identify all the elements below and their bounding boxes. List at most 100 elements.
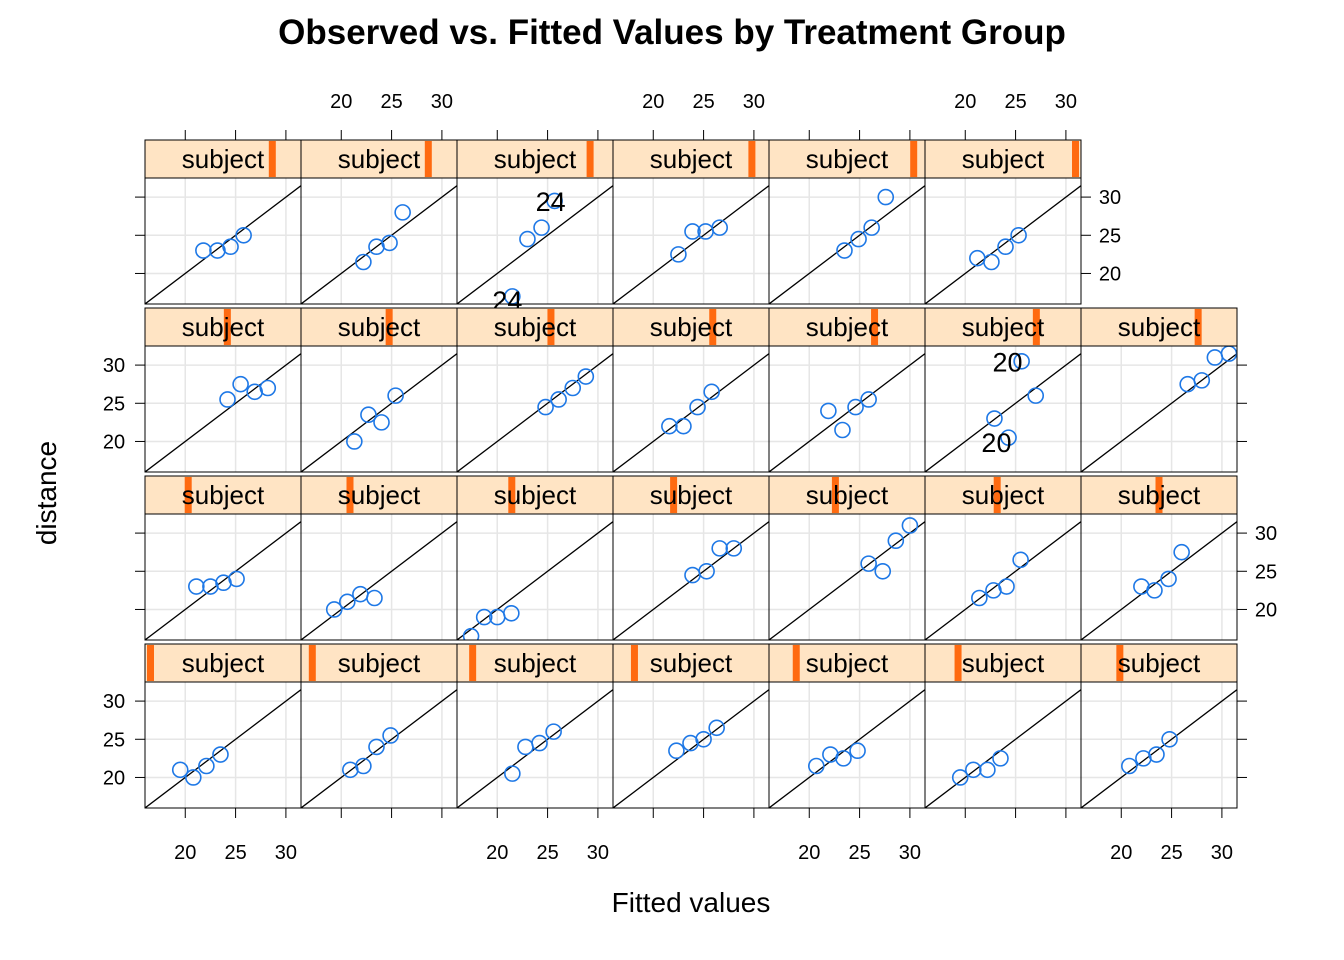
data-point <box>1179 375 1196 393</box>
panel-frame <box>1080 513 1238 641</box>
reference-line <box>457 185 613 304</box>
panel: subject <box>924 139 1082 305</box>
reference-line <box>925 353 1081 472</box>
strip-level-marker <box>792 645 800 681</box>
panel: subject <box>768 643 926 809</box>
data-point <box>997 238 1014 256</box>
strip-label: subject <box>650 648 733 678</box>
reference-line <box>769 521 925 640</box>
data-point <box>877 188 895 206</box>
strip-level-marker <box>910 141 918 177</box>
x-tick-label: 25 <box>1004 91 1026 113</box>
data-point <box>387 387 404 404</box>
strip-background <box>300 475 458 515</box>
x-tick-label: 30 <box>899 842 921 864</box>
point-label: 20 <box>981 428 1011 458</box>
data-point <box>546 192 563 210</box>
strip-background <box>1080 307 1238 347</box>
data-point <box>668 742 685 760</box>
strip-level-marker <box>871 309 879 345</box>
strip-level-marker <box>709 309 717 345</box>
data-point <box>725 540 743 557</box>
x-tick-label: 20 <box>1110 842 1132 864</box>
panel-content <box>613 514 769 640</box>
x-tick-label: 20 <box>798 842 820 864</box>
data-point <box>661 417 678 435</box>
panel-content <box>925 514 1081 640</box>
strip-background <box>144 307 302 347</box>
strip-label: subject <box>650 480 733 510</box>
strip-label: subject <box>806 648 889 678</box>
panel: subject <box>924 475 1082 641</box>
data-point <box>198 757 215 775</box>
x-tick-label: 30 <box>431 91 453 113</box>
data-point <box>992 750 1009 767</box>
reference-line <box>769 353 925 472</box>
data-point <box>836 242 853 259</box>
x-tick-label: 30 <box>1055 91 1077 113</box>
panel: subject <box>768 307 926 473</box>
data-point <box>366 589 383 607</box>
strip-level-marker <box>1032 309 1040 345</box>
point-label: 24 <box>536 187 566 217</box>
data-point <box>188 578 205 595</box>
strip-level-marker <box>346 477 354 513</box>
data-point <box>698 562 715 580</box>
data-point <box>847 398 864 416</box>
strip-level-marker <box>508 477 516 513</box>
data-point <box>564 379 582 397</box>
panel: subject <box>144 307 302 473</box>
data-point <box>887 532 905 550</box>
x-tick-label: 30 <box>1211 842 1233 864</box>
data-point <box>979 761 996 779</box>
x-tick-label: 25 <box>380 91 402 113</box>
data-point <box>711 219 728 236</box>
strip-level-marker <box>1155 477 1163 513</box>
strip-level-marker <box>184 477 192 513</box>
panel-content <box>769 346 925 472</box>
data-point <box>232 375 249 393</box>
panel-content <box>613 178 769 304</box>
strip-background <box>456 643 614 683</box>
panel-content <box>457 346 613 472</box>
data-point <box>1161 730 1178 748</box>
panel: subject <box>456 475 614 641</box>
strip-label: subject <box>1118 480 1201 510</box>
reference-line <box>145 689 301 808</box>
reference-line <box>925 185 1081 304</box>
reference-line <box>613 185 769 304</box>
strip-level-marker <box>954 645 962 681</box>
strip-level-marker <box>831 477 839 513</box>
data-point <box>545 723 562 740</box>
panel-content <box>1081 514 1237 640</box>
strip-level-marker <box>469 645 477 681</box>
panel-content <box>769 514 925 640</box>
strip-label: subject <box>650 312 733 342</box>
strip-background <box>144 643 302 683</box>
panel: subject <box>144 643 302 809</box>
data-point <box>965 761 982 779</box>
panel-content <box>925 178 1081 304</box>
strip-level-marker <box>308 645 316 681</box>
strip-level-marker <box>1116 645 1124 681</box>
reference-line <box>301 521 457 640</box>
data-point <box>212 746 229 763</box>
x-tick-label: 25 <box>848 842 870 864</box>
panel: subject <box>1080 307 1238 473</box>
data-point <box>382 727 399 744</box>
panel-frame <box>924 177 1082 305</box>
x-tick-label: 20 <box>330 91 352 113</box>
data-point <box>171 761 189 779</box>
data-point <box>998 578 1015 595</box>
data-point <box>259 379 277 397</box>
reference-line <box>301 689 457 808</box>
strip-label: subject <box>806 312 889 342</box>
strip-background <box>1080 643 1238 683</box>
y-tick-label: 20 <box>103 767 125 789</box>
data-point <box>228 570 245 588</box>
data-point <box>533 219 550 236</box>
data-point <box>519 230 536 248</box>
strip-label: subject <box>806 144 889 174</box>
data-point <box>850 230 867 248</box>
